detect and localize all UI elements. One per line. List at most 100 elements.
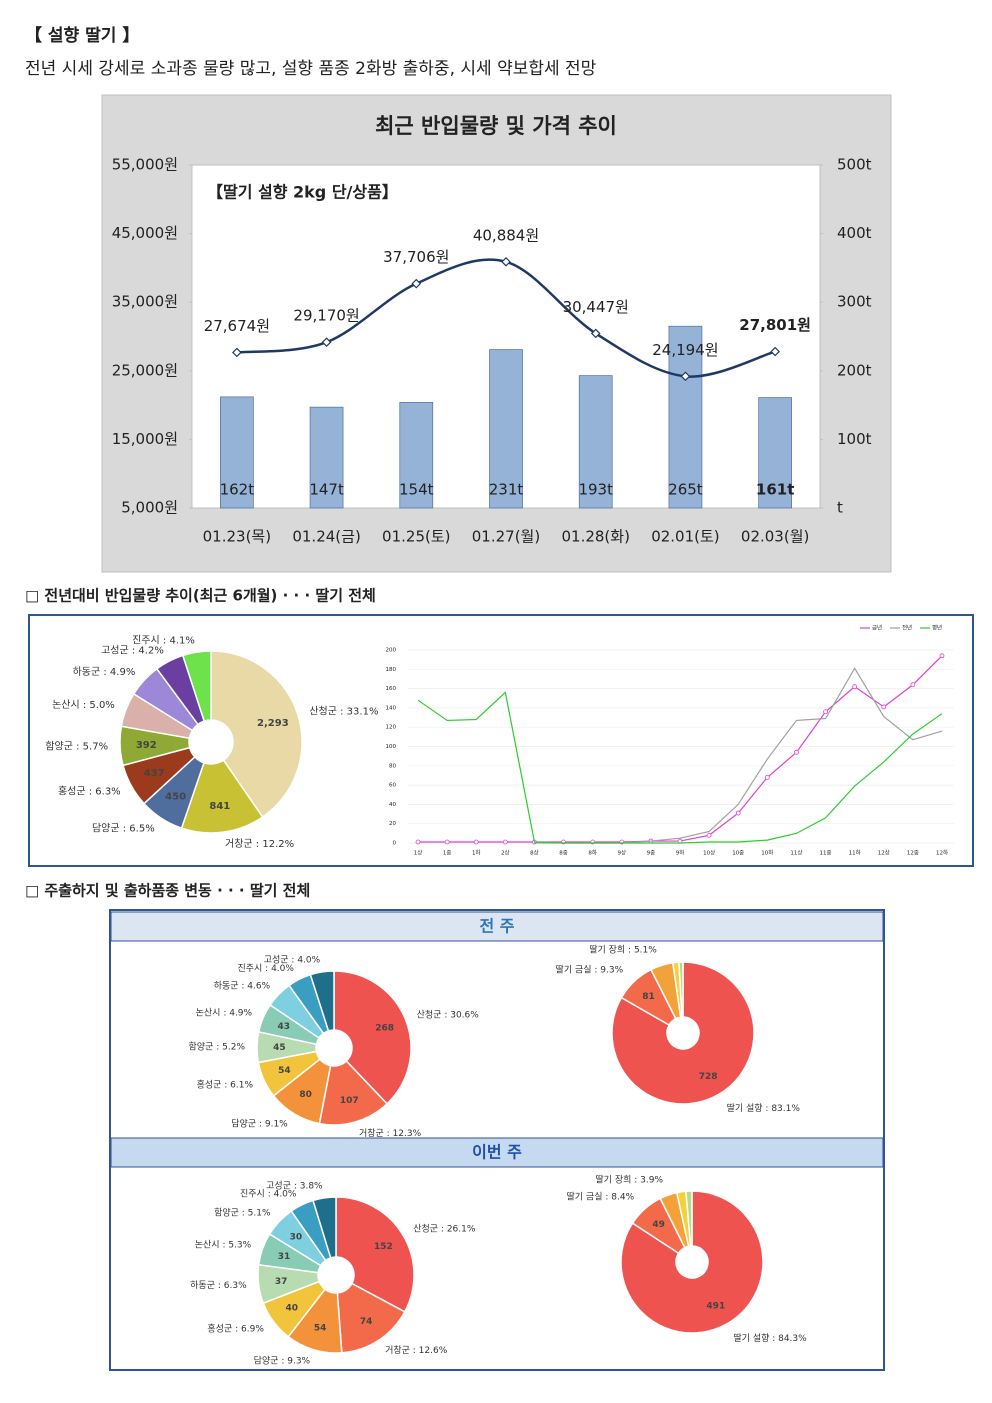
price-marker	[411, 278, 422, 289]
pie-slice	[210, 650, 303, 819]
y-tick-label: 40	[389, 802, 396, 808]
y-tick-label: 20	[389, 821, 396, 827]
slice-label: 담양군 : 9.1%	[231, 1118, 288, 1130]
x-tick-label: 1상	[414, 849, 423, 857]
x-tick-label: 11중	[820, 850, 832, 857]
slice-label: 딸기 장희 : 5.1%	[589, 944, 657, 956]
x-tick-label: 8상	[530, 849, 539, 857]
chart-title: 최근 반입물량 및 가격 추이	[375, 114, 617, 138]
price-label: 29,170원	[293, 307, 359, 325]
slice-label: 딸기 설향 : 84.3%	[733, 1332, 807, 1344]
slice-label: 딸기 금실 : 8.4%	[567, 1191, 635, 1203]
slice-value: 841	[209, 801, 230, 812]
slice-label: 논산시 : 5.0%	[52, 699, 115, 711]
x-tick-label: 01.25(토)	[382, 528, 450, 546]
y-tick-label: 60	[389, 783, 396, 789]
y2-tick-label: 300t	[837, 293, 872, 311]
legend-label: 금년	[872, 624, 882, 632]
slice-value: 81	[642, 992, 655, 1002]
bar	[758, 397, 792, 509]
bar-label: 231t	[489, 481, 524, 499]
pie-slice	[318, 1059, 389, 1126]
price-marker	[501, 256, 511, 267]
slice-label: 거창군 : 12.6%	[385, 1345, 448, 1356]
panel-header	[110, 911, 884, 942]
slice-label: 산청군 : 33.1%	[309, 705, 378, 717]
y-tick-label: 25,000원	[112, 361, 178, 379]
y2-tick-label: 500t	[837, 156, 872, 174]
price-marker	[680, 371, 691, 382]
slice-label: 딸기 장희 : 3.9%	[595, 1173, 663, 1185]
slice-value: 49	[652, 1220, 665, 1230]
slice-label: 고성군 : 4.2%	[101, 644, 164, 656]
pie-slice	[685, 1190, 693, 1247]
slice-label: 거창군 : 12.2%	[225, 838, 294, 850]
y2-tick-label: 100t	[837, 430, 872, 448]
slice-label: 딸기 설향 : 83.1%	[727, 1102, 801, 1114]
slice-value: 2,293	[257, 718, 289, 729]
doc-title: 【 설향 딸기 】	[25, 25, 139, 46]
bar	[489, 349, 523, 509]
price-label: 27,801원	[739, 316, 811, 334]
slice-label: 진주시 : 4.1%	[132, 634, 195, 646]
pie-slice	[333, 970, 412, 1105]
series-marker	[735, 810, 741, 816]
pie-slice	[180, 759, 264, 834]
legend-label: 전년	[902, 624, 912, 632]
price-label: 37,706원	[383, 248, 449, 266]
series-marker	[444, 839, 450, 845]
x-tick-label: 2상	[501, 849, 510, 857]
price-label: 30,447원	[563, 298, 629, 316]
slice-value: 54	[278, 1066, 291, 1076]
slice-value: 152	[374, 1242, 393, 1252]
series-marker	[502, 839, 508, 845]
y-tick-label: 35,000원	[112, 293, 178, 311]
y-tick-label: 0	[393, 841, 397, 847]
x-tick-label: 1하	[472, 849, 481, 857]
pie-slice	[312, 1196, 337, 1259]
x-tick-label: 12하	[936, 849, 948, 857]
x-tick-label: 10중	[732, 850, 744, 857]
x-tick-label: 01.27(월)	[472, 528, 540, 546]
pie-slice	[309, 970, 335, 1032]
y-tick-label: 200	[386, 648, 397, 654]
annotation: 【딸기 설향 2kg 단/상품】	[207, 183, 398, 202]
price-marker	[770, 346, 780, 357]
x-tick-label: 1중	[443, 850, 452, 857]
doc-summary: 전년 시세 강세로 소과종 물량 많고, 설향 품종 2화방 출하중, 시세 약…	[25, 59, 597, 79]
y-tick-label: 5,000원	[121, 499, 178, 517]
price-marker	[321, 337, 332, 348]
price-marker	[232, 347, 242, 358]
series-marker	[852, 684, 858, 690]
y-tick-label: 120	[386, 725, 397, 731]
slice-label: 함양군 : 5.7%	[45, 740, 108, 752]
pie-slice	[181, 650, 212, 723]
series-marker	[415, 839, 421, 845]
series-marker	[764, 774, 770, 780]
bar-label: 193t	[578, 481, 613, 499]
series-marker	[794, 749, 799, 755]
y-tick-label: 140	[386, 705, 397, 711]
slice-value: 54	[314, 1323, 327, 1333]
y-tick-label: 80	[389, 763, 396, 769]
slice-value: 31	[278, 1252, 291, 1262]
series-marker	[473, 839, 479, 845]
pie-slice	[611, 961, 755, 1105]
series-marker	[939, 653, 945, 659]
price-marker	[590, 328, 601, 339]
slice-label: 함양군 : 5.2%	[189, 1042, 246, 1053]
slice-label: 고성군 : 4.0%	[264, 955, 321, 966]
slice-label: 진주시 : 4.0%	[240, 1189, 297, 1200]
slice-value: 30	[290, 1233, 303, 1243]
bar-label: 162t	[220, 481, 255, 499]
bar-label: 265t	[668, 481, 703, 499]
panel-header-text: 이번 주	[472, 1143, 522, 1162]
panel-header-text: 전 주	[479, 917, 514, 936]
slice-value: 491	[706, 1302, 725, 1312]
bar	[668, 325, 703, 509]
slice-value: 37	[275, 1277, 288, 1287]
slice-value: 107	[340, 1096, 359, 1106]
y-tick-label: 160	[386, 686, 397, 692]
price-label: 24,194원	[652, 341, 718, 359]
